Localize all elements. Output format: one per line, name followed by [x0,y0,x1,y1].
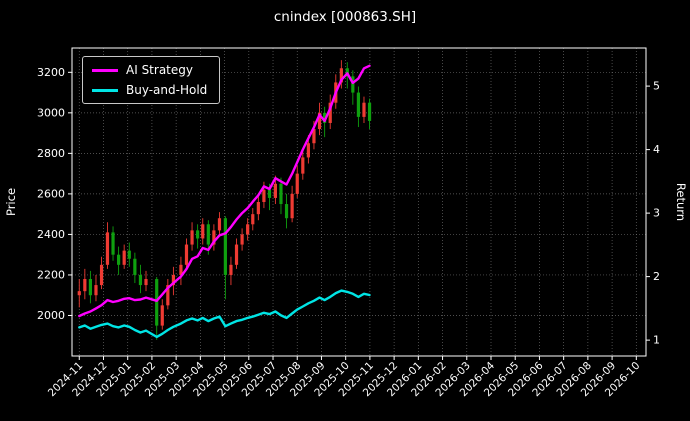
svg-text:4: 4 [653,143,660,156]
svg-text:2000: 2000 [37,309,65,322]
chart-title: cnindex [000863.SH] [273,9,417,25]
legend-item-ai-strategy: AI Strategy [92,63,207,77]
svg-text:3000: 3000 [37,106,65,119]
legend-item-buy-and-hold: Buy-and-Hold [92,83,207,97]
legend-label: AI Strategy [126,63,193,77]
svg-text:3: 3 [653,207,660,220]
svg-text:1: 1 [653,334,660,347]
svg-text:2200: 2200 [37,268,65,281]
legend-label: Buy-and-Hold [126,83,208,97]
svg-text:2: 2 [653,270,660,283]
svg-text:2600: 2600 [37,187,65,200]
legend-swatch [92,88,118,92]
svg-text:Price: Price [4,188,18,216]
svg-text:2800: 2800 [37,147,65,160]
svg-text:3200: 3200 [37,66,65,79]
svg-text:Return: Return [674,183,688,221]
svg-text:2400: 2400 [37,228,65,241]
svg-text:5: 5 [653,80,660,93]
legend-swatch [92,68,118,72]
chart-legend: AI Strategy Buy-and-Hold [82,56,221,104]
